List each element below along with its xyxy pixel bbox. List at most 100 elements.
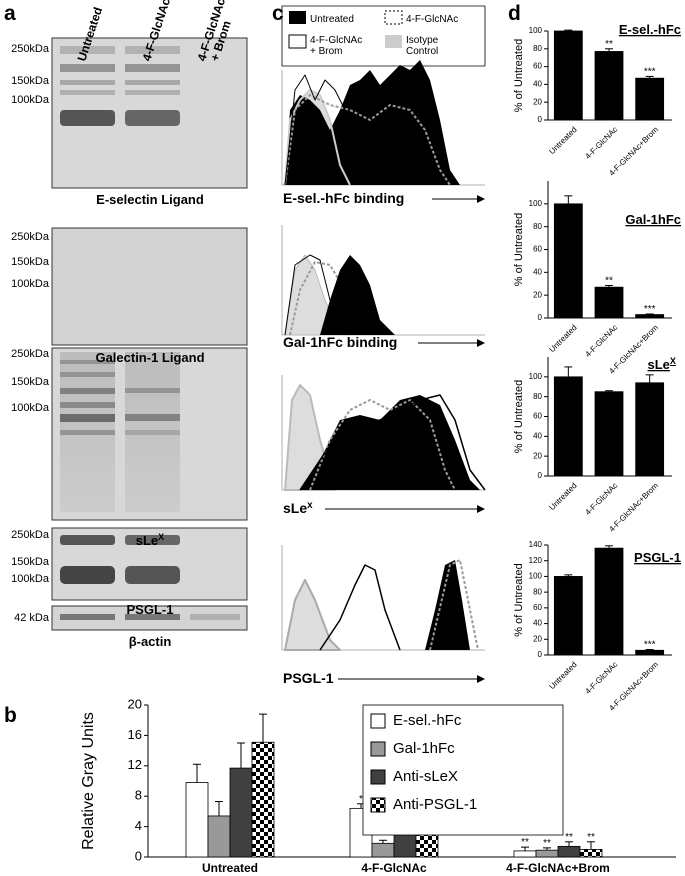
y-tick-label: 12 [128,757,142,772]
y-tick-label: 40 [533,431,542,440]
x-tick-label: Untreated [547,323,578,354]
significance: * [359,794,363,805]
blot-caption: PSGL-1 [127,602,174,617]
x-tick-label: 4-F-GlcNAc [583,481,619,517]
legend-swatch [370,741,386,757]
flow-legend-label: Control [406,46,438,57]
y-tick-label: 20 [533,97,542,106]
x-tick-label: Untreated [202,861,258,875]
flow-x-label-sup: x [307,500,313,511]
y-tick-label: 0 [538,650,543,659]
y-tick-label: 60 [533,62,542,71]
x-tick-label: Untreated [547,125,578,156]
y-tick-label: 40 [533,267,542,276]
y-tick-label: 80 [533,392,542,401]
legend-label: Anti-PSGL-1 [393,796,477,813]
flow-legend-label: Isotype [406,35,439,46]
mw-marker: 250kDa [11,231,50,243]
bar [594,391,624,477]
bar [229,767,253,858]
flow-x-label: sLex [283,500,313,517]
y-tick-label: 0 [135,848,142,863]
flow-legend-label: Untreated [310,14,354,25]
y-tick-label: 120 [529,556,543,565]
chart-title: sLeX [648,356,676,372]
panel-label: d [508,2,521,25]
y-tick-label: 0 [538,115,543,124]
chart-title: PSGL-1 [634,550,681,565]
blot-caption: β-actin [129,634,172,649]
flow-legend-label: + Brom [310,46,343,57]
bar [557,845,581,858]
chart-title: E-sel.-hFc [619,22,681,37]
legend-swatch [370,797,386,813]
y-tick-label: 4 [135,818,142,833]
mw-marker: 150kDa [11,556,50,568]
flow-histograms [281,5,486,683]
y-tick-label: 100 [529,572,543,581]
y-tick-label: 80 [533,44,542,53]
x-tick-label: Untreated [547,660,578,691]
panel-label: b [4,704,17,727]
blot-caption: sLeX [136,532,164,548]
flow-x-label-base: sLe [283,500,307,516]
bar [594,286,624,319]
panel-label: c [272,2,284,25]
y-axis-label: Relative Gray Units [80,712,97,850]
bar [579,849,603,858]
y-tick-label: 40 [533,80,542,89]
flow-x-label: E-sel.-hFc binding [283,190,404,206]
mw-marker: 100kDa [11,94,50,106]
y-tick-label: 20 [533,290,542,299]
blot-images [51,37,248,631]
y-axis-label: % of Untreated [513,213,525,286]
mw-marker: 250kDa [11,43,50,55]
mw-marker: 100kDa [11,278,50,290]
y-tick-label: 0 [538,313,543,322]
bar [635,649,665,656]
flow-legend-label: 4-F-GlcNAc [406,14,458,25]
bar [635,77,665,121]
y-tick-label: 8 [135,788,142,803]
legend-box [362,704,564,836]
chart-title-sup: X [670,356,676,366]
bar [635,382,665,477]
y-tick-label: 100 [529,199,543,208]
x-tick-label: 4-F-GlcNAc [583,323,619,359]
y-tick-label: 16 [128,727,142,742]
x-tick-label: 4-F-GlcNAc [583,125,619,161]
y-tick-label: 20 [533,451,542,460]
bar [207,815,231,858]
flow-x-label: PSGL-1 [283,670,334,686]
bar [553,203,583,319]
chart-title: Gal-1hFc [625,212,681,227]
bar [185,782,209,858]
y-axis-label: % of Untreated [513,39,525,112]
mw-marker: 150kDa [11,256,50,268]
y-tick-label: 20 [128,696,142,711]
bar [553,30,583,121]
blot-caption: Galectin-1 Ligand [95,350,204,365]
mw-marker: 250kDa [11,529,50,541]
blot-caption-base: sLe [136,533,158,548]
y-tick-label: 0 [538,471,543,480]
flow-legend-label: 4-F-GlcNAc [310,35,362,46]
bar [251,741,275,858]
bar [553,376,583,477]
legend-label: Anti-sLeX [393,768,458,785]
bar [513,850,537,858]
y-tick-label: 100 [529,26,543,35]
significance: *** [644,66,656,77]
y-axis-label: % of Untreated [513,563,525,636]
mw-marker: 100kDa [11,573,50,585]
y-tick-label: 20 [533,634,542,643]
blot-caption-sup: X [158,532,164,542]
bar [594,547,624,656]
mw-marker: 250kDa [11,348,50,360]
legend-swatch [370,713,386,729]
y-tick-label: 60 [533,245,542,254]
legend-label: Gal-1hFc [393,740,455,757]
y-tick-label: 80 [533,222,542,231]
